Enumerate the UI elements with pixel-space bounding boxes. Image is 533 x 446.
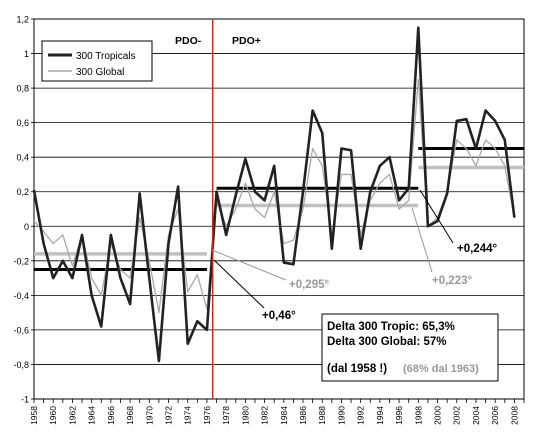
annotation-pdo-plus: PDO+ xyxy=(232,35,261,47)
annotation-diff-0295: +0,295° xyxy=(289,279,329,291)
legend-label-global: 300 Global xyxy=(76,67,124,78)
delta-tropic: Delta 300 Tropic: 65,3% xyxy=(327,321,455,333)
y-tick-label: 0,8 xyxy=(16,84,29,94)
y-tick-label: 1 xyxy=(24,49,29,59)
arrow-046 xyxy=(213,259,265,309)
x-tick-label: 1988 xyxy=(317,406,327,425)
x-tick-label: 2008 xyxy=(509,406,519,425)
x-tick-label: 1992 xyxy=(356,406,366,425)
average-lines xyxy=(34,147,524,271)
x-tick-label: 1966 xyxy=(106,406,116,425)
delta-global: Delta 300 Global: 57% xyxy=(327,336,447,348)
x-tick-label: 1978 xyxy=(221,406,231,425)
annotation-arrows xyxy=(211,189,454,309)
series-line-tropicals xyxy=(32,26,516,363)
legend-label-tropicals: 300 Tropicals xyxy=(76,51,135,62)
y-tick-label: -0,8 xyxy=(13,360,29,370)
x-tick-label: 1962 xyxy=(67,406,77,425)
x-tick-label: 1990 xyxy=(336,406,346,425)
y-tick-label: -0,4 xyxy=(13,291,29,301)
y-tick-label: 1,2 xyxy=(16,15,29,25)
x-tick-label: 1986 xyxy=(298,406,308,425)
x-tick-label: 1996 xyxy=(394,406,404,425)
x-tick-label: 1994 xyxy=(375,406,385,425)
x-tick-label: 2002 xyxy=(452,406,462,425)
arrow-0295 xyxy=(211,249,287,281)
x-tick-label: 1982 xyxy=(260,406,270,425)
dal-1958: (dal 1958 !) xyxy=(327,363,387,375)
series-lines xyxy=(32,26,516,363)
y-tick-label: -1 xyxy=(21,395,29,405)
annotation-diff-046: +0,46° xyxy=(262,310,296,322)
delta-textbox: Delta 300 Tropic: 65,3% Delta 300 Global… xyxy=(321,313,499,382)
legend: 300 Tropicals 300 Global xyxy=(41,40,153,82)
x-tick-label: 2000 xyxy=(433,406,443,425)
y-tick-label: -0,2 xyxy=(13,256,29,266)
annotation-diff-0223: +0,223° xyxy=(432,275,472,287)
x-tick-label: 1972 xyxy=(164,406,174,425)
y-tick-label: 0 xyxy=(24,222,29,232)
x-tick-label: 2004 xyxy=(471,406,481,425)
x-tick-label: 1980 xyxy=(240,406,250,425)
dal-1963: (68% dal 1963) xyxy=(403,363,479,375)
x-tick-label: 1984 xyxy=(279,406,289,425)
x-tick-label: 1960 xyxy=(48,406,58,425)
y-tick-label: 0,4 xyxy=(16,153,29,163)
x-tick-label: 1970 xyxy=(144,406,154,425)
arrow-0223 xyxy=(411,207,433,273)
x-tick-label: 1958 xyxy=(29,406,39,425)
x-tick-label: 1998 xyxy=(413,406,423,425)
x-tick-label: 1976 xyxy=(202,406,212,425)
x-tick-label: 2006 xyxy=(490,406,500,425)
x-tick-label: 1974 xyxy=(183,406,193,425)
x-tick-labels: 1958 1960 1962 1964 1966 1968 1970 1972 1974 1976… xyxy=(29,406,519,425)
y-tick-label: -0,6 xyxy=(13,325,29,335)
y-tick-labels: 1,2 1 0,8 0,6 0,4 0,2 0 -0,2 -0,4 -0,6 -0,8 -1 xyxy=(13,15,29,405)
y-tick-label: 0,2 xyxy=(16,187,29,197)
arrow-0244 xyxy=(419,189,454,244)
x-tick-label: 1964 xyxy=(87,406,97,425)
x-tick-label: 1968 xyxy=(125,406,135,425)
y-tick-label: 0,6 xyxy=(16,118,29,128)
annotation-pdo-minus: PDO- xyxy=(175,35,202,47)
annotation-diff-0244: +0,244° xyxy=(457,243,497,255)
